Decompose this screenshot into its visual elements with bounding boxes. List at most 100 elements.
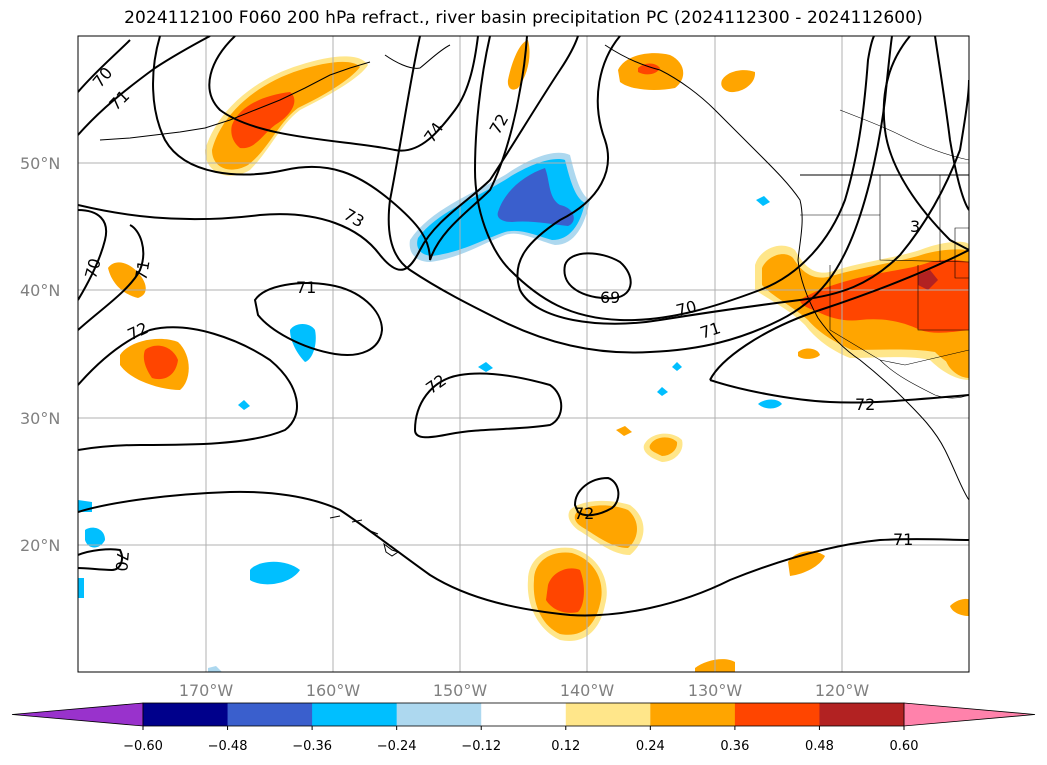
colorbar-tick-label: 0.60: [890, 739, 919, 754]
precip-blob-coast-small: [798, 348, 820, 359]
contour-72-middle: [516, 36, 969, 325]
precip-blob-panhandle-core: [638, 63, 660, 75]
contour-71-nw: [78, 36, 211, 136]
precip-blob-central-1-core: [649, 437, 678, 456]
colorbar-swatch: [143, 703, 229, 726]
lat-label-40n: 40°N: [20, 281, 60, 300]
lon-label-150w: 150°W: [433, 681, 488, 700]
lat-labels: 50°N 40°N 30°N 20°N: [20, 154, 60, 555]
colorbar-extend-high: [903, 702, 1036, 727]
lon-label-160w: 160°W: [306, 681, 361, 700]
contour-label: 70: [674, 297, 699, 321]
precip-blob-blue-small-8: [250, 561, 300, 585]
border-states-4: [917, 265, 969, 331]
map-title: 2024112100 F060 200 hPa refract., river …: [124, 8, 923, 28]
contour-label: 71: [105, 86, 133, 114]
contour-70-center: [473, 36, 875, 322]
contour-74: [208, 36, 479, 152]
coastlines: [99, 44, 969, 557]
contour-labels: 70 71 74 72 73 70 71 71 72 69 70 71 72 7…: [81, 63, 920, 572]
precip-blob-blue-small-12: [208, 666, 222, 672]
contour-label: 71: [296, 278, 316, 297]
contour-label: 70: [81, 256, 105, 281]
precip-blob-blue-small-6: [758, 399, 782, 409]
colorbar-tick-label: 0.36: [720, 739, 749, 754]
precip-blob-central-2: [616, 426, 632, 436]
colorbar-swatch: [396, 703, 482, 726]
colorbar-tick-label: −0.48: [208, 739, 248, 754]
plot-frame: [77, 35, 970, 673]
coastline-alaska-panhandle: [604, 44, 969, 501]
border-states-2: [800, 214, 969, 263]
colorbar-tick-label: −0.12: [461, 739, 501, 754]
contour-70-ne: [934, 36, 969, 211]
precip-blob-blue-small-3: [238, 400, 250, 410]
precip-blob-blue-small-2: [478, 362, 493, 372]
lon-label-130w: 130°W: [688, 681, 743, 700]
colorbar: −0.60 −0.48 −0.36 −0.24 −0.12 0.12 0.24 0.36 0.4…: [11, 702, 1036, 754]
contour-72-loop: [413, 372, 563, 439]
colorbar-swatch: [734, 703, 820, 726]
precip-blob-west-1: [108, 262, 146, 298]
contour-72-east: [709, 249, 969, 404]
contour-label: 69: [600, 288, 620, 307]
precip-blob-blue-small-11: [78, 578, 84, 598]
precip-blob-mexico: [945, 330, 969, 378]
contour-72-small: [573, 476, 620, 517]
colorbar-tick-label: −0.36: [292, 739, 332, 754]
precip-blob-california-dark: [918, 270, 938, 290]
contour-72-upper: [152, 36, 528, 261]
colorbar-extend-low: [11, 702, 144, 727]
border-states-1: [839, 109, 969, 161]
contour-71-loop: [253, 282, 384, 356]
precip-blob-blue-band-core: [497, 168, 574, 226]
graticule: [78, 36, 969, 672]
contour-69: [563, 252, 632, 300]
contour-label: 3: [910, 217, 920, 236]
colorbar-swatch: [481, 703, 567, 726]
contour-73: [78, 36, 579, 271]
contour-71-center: [387, 36, 893, 354]
contour-label: 71: [698, 318, 723, 342]
contour-label: 72: [855, 395, 875, 414]
lon-label-170w: 170°W: [179, 681, 234, 700]
colorbar-tick-label: −0.24: [377, 739, 417, 754]
lon-label-140w: 140°W: [560, 681, 615, 700]
lon-labels: 170°W 160°W 150°W 140°W 130°W 120°W: [179, 681, 870, 700]
coastline-hawaii: [329, 515, 400, 557]
precip-blob-ne-small: [721, 70, 756, 93]
contour-70-south: [78, 548, 123, 572]
precip-blob-blue-small-9: [85, 527, 105, 548]
contour-70-west: [78, 209, 108, 301]
colorbar-swatch: [312, 703, 398, 726]
contour-70-nw: [78, 39, 131, 93]
precip-blob-west-2-core: [143, 345, 178, 380]
lon-label-120w: 120°W: [815, 681, 870, 700]
colorbar-tick-label: −0.60: [123, 739, 163, 754]
contour-label: 70: [89, 63, 117, 91]
coastline-aleutians: [99, 61, 371, 141]
contour-label: 71: [131, 259, 153, 282]
lat-label-50n: 50°N: [20, 154, 60, 173]
coastline-alaska: [384, 44, 451, 69]
refractivity-contours: [78, 36, 969, 617]
contour-label: 72: [574, 504, 594, 523]
precip-blob-blue-small-4: [657, 387, 668, 396]
precip-blob-aleutian-max: [231, 92, 295, 149]
colorbar-swatch: [819, 703, 905, 726]
contour-label: 70: [112, 550, 133, 572]
colorbar-swatch: [650, 703, 736, 726]
contour-label: 71: [893, 530, 913, 549]
border-states-5: [954, 227, 969, 279]
precip-blob-hawaii-south-core: [546, 568, 584, 613]
precip-shading: [78, 40, 969, 672]
colorbar-frame: [142, 702, 905, 727]
lat-label-20n: 20°N: [20, 536, 60, 555]
contour-label: 72: [486, 111, 513, 138]
precip-blob-se-small: [950, 598, 969, 616]
border-states-6: [879, 175, 941, 262]
precip-blob-blue-small-1: [290, 324, 316, 362]
colorbar-tick-label: 0.12: [551, 739, 580, 754]
precip-blob-north-small: [507, 40, 530, 90]
